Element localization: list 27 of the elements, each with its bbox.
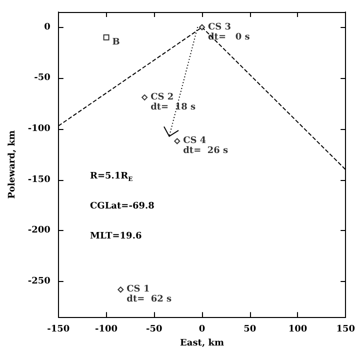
x-tick-label: 0 xyxy=(198,324,206,335)
y-tick-label: -200 xyxy=(28,226,50,236)
x-tick-label: 150 xyxy=(336,324,356,335)
data-label: CS 1 dt= 62 s xyxy=(126,284,172,305)
data-label: B xyxy=(112,37,120,48)
annotation: MLT=19.6 xyxy=(90,232,142,242)
x-tick-label: 100 xyxy=(288,324,308,335)
y-tick-label: -100 xyxy=(28,124,50,134)
x-tick-label: -100 xyxy=(95,324,118,335)
x-tick-label: -150 xyxy=(47,324,70,335)
y-axis-title: Poleward, km xyxy=(8,130,18,199)
point xyxy=(118,286,124,293)
y-tick-label: -50 xyxy=(34,73,50,84)
annotation: CGLat=-69.8 xyxy=(90,202,154,212)
point xyxy=(103,34,110,40)
y-tick-label: 0 xyxy=(44,22,50,32)
point xyxy=(199,24,206,30)
x-axis-title: East, km xyxy=(180,338,224,348)
x-tick-label: 50 xyxy=(244,324,256,335)
point xyxy=(174,138,180,144)
data-label: CS 3 dt= 0 s xyxy=(208,22,250,42)
y-tick-label: -250 xyxy=(28,276,50,287)
y-tick-label: -150 xyxy=(28,174,50,185)
x-tick-label: -50 xyxy=(146,324,162,335)
data-label: CS 4 dt= 26 s xyxy=(183,136,228,156)
point xyxy=(142,94,148,100)
data-label: CS 2 dt= 18 s xyxy=(150,92,196,112)
